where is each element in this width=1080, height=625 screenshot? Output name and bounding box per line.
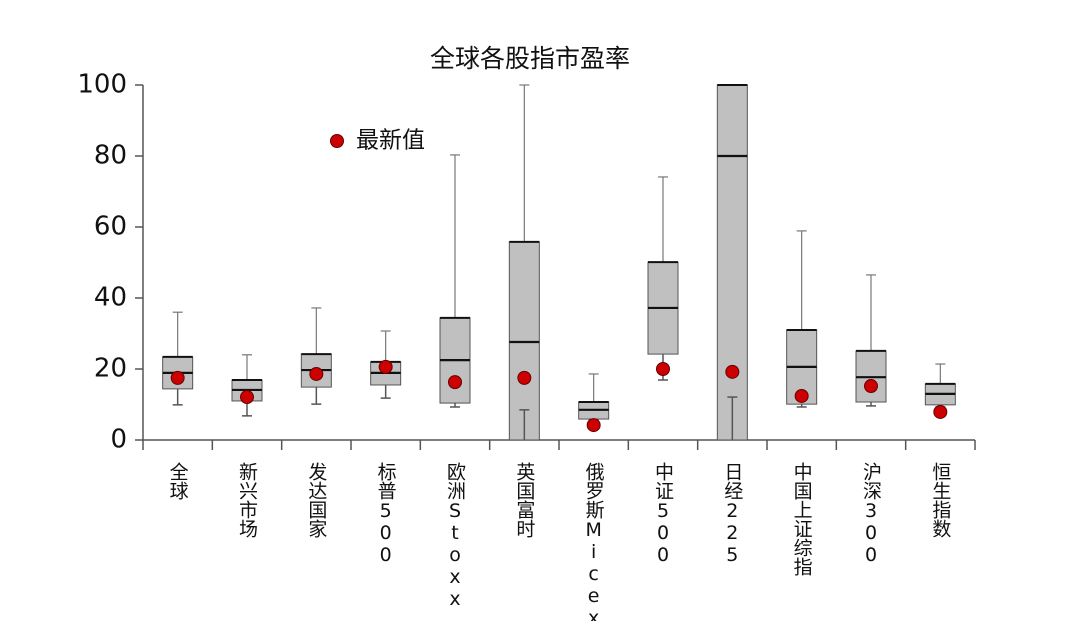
x-tick-label: 英国富时 (513, 462, 535, 538)
latest-point (448, 375, 462, 390)
latest-point (240, 390, 254, 405)
x-tick-label: 中国上证综指 (791, 462, 813, 576)
x-tick-label: 标普500 (375, 462, 397, 566)
x-tick-label: 中证500 (652, 462, 674, 566)
x-tick-label: 欧洲Stoxx (444, 462, 466, 610)
latest-point (170, 370, 185, 385)
latest-point (794, 388, 809, 403)
x-tick-label: 发达国家 (305, 462, 327, 538)
legend-label: 最新值 (356, 128, 425, 154)
x-tick-label: 沪深300 (860, 462, 882, 566)
x-tick-label: 恒生指数 (929, 462, 951, 538)
y-tick-label: 20 (94, 354, 127, 384)
latest-point (656, 362, 670, 376)
x-tick-label: 俄罗斯Micex (583, 462, 605, 621)
latest-point (378, 359, 393, 374)
y-tick-label: 100 (77, 70, 127, 100)
y-tick-label: 80 (94, 141, 127, 171)
y-tick-label: 40 (94, 283, 127, 313)
latest-point (586, 418, 601, 433)
x-tick-label: 日经225 (721, 462, 743, 566)
x-tick-label: 全球 (167, 462, 189, 500)
latest-point (309, 366, 324, 381)
box (716, 84, 748, 441)
latest-point (517, 370, 532, 385)
y-tick-label: 60 (94, 212, 127, 242)
x-tick-label: 新兴市场 (236, 462, 258, 538)
y-tick-label: 0 (110, 425, 127, 455)
latest-point (725, 364, 740, 379)
latest-point (933, 404, 948, 419)
chart-title: 全球各股指市盈率 (430, 44, 630, 73)
latest-point (864, 379, 878, 394)
legend-marker (330, 134, 344, 148)
